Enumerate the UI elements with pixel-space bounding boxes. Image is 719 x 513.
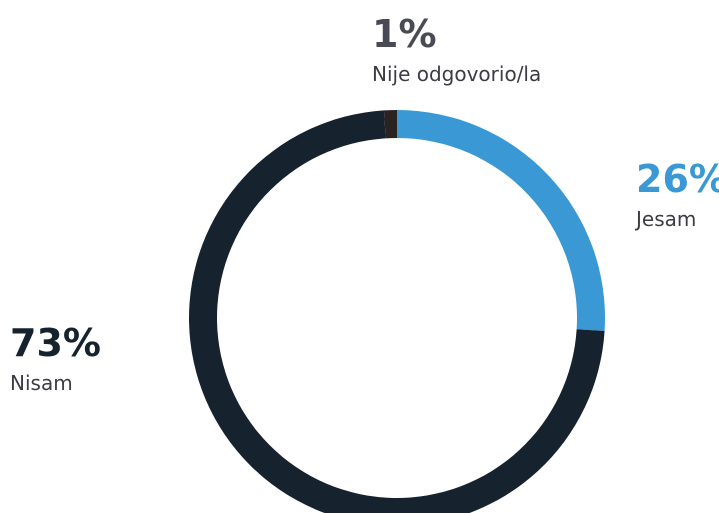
value-label: 73% xyxy=(10,321,101,365)
category-label: Nije odgovorio/la xyxy=(372,62,541,86)
donut-slice xyxy=(383,110,397,139)
value-label: 1% xyxy=(372,12,437,56)
category-label: Jesam xyxy=(634,207,696,231)
category-label: Nisam xyxy=(10,371,73,395)
value-label: 26% xyxy=(636,157,719,201)
donut-slice xyxy=(397,110,605,332)
